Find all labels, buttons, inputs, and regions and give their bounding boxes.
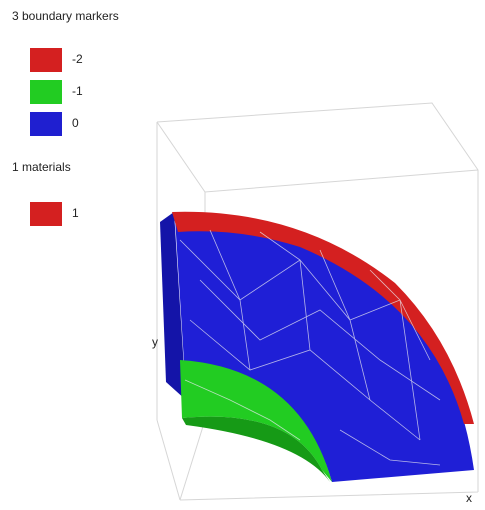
axis-label: x	[466, 491, 472, 505]
legend-swatch	[30, 112, 62, 136]
mesh-surface	[160, 212, 474, 482]
legend-label: -1	[72, 84, 83, 98]
legend-swatch	[30, 48, 62, 72]
boundary-legend-title: 3 boundary markers	[12, 9, 119, 23]
material-legend-title: 1 materials	[12, 160, 71, 174]
legend-label: -2	[72, 52, 83, 66]
legend-swatch	[30, 80, 62, 104]
viewer-canvas: 3 boundary markers -2 -1 0 1 materials 1…	[0, 0, 485, 510]
legend-label: 0	[72, 116, 79, 130]
axis-label: y	[152, 335, 158, 349]
legend-swatch	[30, 202, 62, 226]
mesh-viewer: 3 boundary markers -2 -1 0 1 materials 1…	[0, 0, 485, 510]
legend-label: 1	[72, 206, 79, 220]
